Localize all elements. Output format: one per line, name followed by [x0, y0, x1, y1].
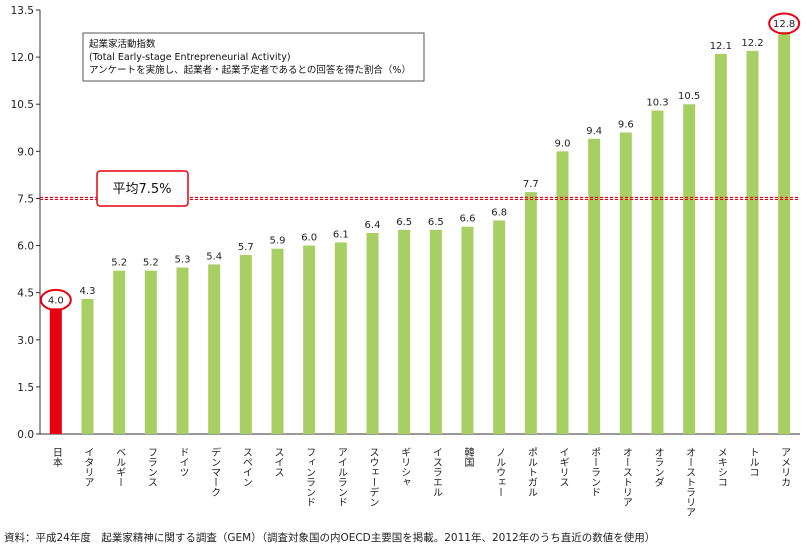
legend: 起業家活動指数 (Total Early-stage Entrepreneuria…: [82, 32, 425, 82]
bar: [619, 132, 632, 434]
value-label: 6.6: [460, 214, 476, 225]
value-labels: 4.0 4.3 5.2 5.2 5.3 5.4 5.7 5.9 6.0 6.1 6.4 6.5 6.5 6…: [39, 12, 801, 311]
category-label: ポルトガル: [525, 447, 537, 497]
category-label: イギリス: [557, 447, 569, 487]
highlight-circle: [768, 12, 801, 35]
category-label: スイス: [272, 447, 284, 477]
y-tick-label: 0.0: [17, 429, 34, 441]
average-label: 平均7.5%: [112, 182, 171, 197]
bars: [49, 31, 791, 435]
bar: [176, 267, 189, 434]
bar: [461, 226, 474, 434]
category-label: ギリシャ: [399, 447, 410, 487]
value-label: 6.5: [396, 217, 412, 228]
category-label: オーストラリア: [684, 447, 695, 517]
bar: [556, 151, 569, 435]
axes: 0.0 1.5 3.0 4.5 6.0 7.5 9.0 10.5 12.0 13.5: [11, 5, 800, 441]
bar: [714, 53, 727, 435]
category-label: ノルウェー: [494, 447, 506, 497]
value-label: 9.6: [618, 119, 634, 130]
legend-box: [82, 32, 425, 82]
y-tick-label: 3.0: [17, 335, 34, 347]
value-label: 12.1: [710, 41, 732, 52]
bar: [303, 245, 316, 434]
bar: [588, 138, 601, 434]
average-line-group: 平均7.5%: [40, 170, 800, 207]
bar: [366, 232, 379, 434]
value-label: 9.4: [586, 126, 602, 137]
average-label-box: [96, 170, 189, 207]
category-label: フランス: [145, 447, 156, 487]
category-label: ベルギー: [114, 447, 126, 487]
value-label: 6.4: [365, 220, 381, 231]
bar: [778, 31, 791, 434]
value-label: 9.0: [555, 138, 571, 149]
value-label: 4.0: [48, 295, 64, 306]
bar: [208, 264, 221, 434]
y-tick-label: 6.0: [17, 241, 34, 253]
category-label: イスラエル: [430, 447, 442, 497]
value-label: 5.7: [238, 242, 254, 253]
value-label: 5.3: [175, 255, 191, 266]
source-note: 資料：平成24年度 起業家精神に関する調査（GEM）（調査対象国の内OECD主要…: [4, 532, 656, 544]
bar: [144, 270, 157, 434]
y-tick-label: 10.5: [11, 99, 34, 111]
value-label: 6.8: [491, 207, 507, 218]
bar: [113, 270, 126, 434]
value-label: 10.5: [678, 91, 700, 102]
category-label: スウェーデン: [367, 447, 379, 507]
bar: [398, 229, 411, 434]
value-label: 5.2: [143, 258, 159, 269]
category-label: スペイン: [240, 447, 252, 487]
bar: [239, 254, 252, 434]
bar: [524, 192, 537, 434]
y-tick-label: 12.0: [11, 52, 34, 64]
category-label: フィンランド: [304, 447, 315, 507]
bar: [746, 50, 759, 435]
bar: [429, 229, 442, 434]
category-label: オーストリア: [620, 447, 631, 507]
value-label: 12.8: [773, 19, 795, 30]
bar: [683, 104, 696, 434]
bar: [493, 220, 506, 434]
legend-line: 起業家活動指数: [89, 38, 156, 50]
value-label: 5.4: [206, 251, 222, 262]
legend-line: アンケートを実施し、起業者・起業予定者であるとの回答を得た割合（%）: [89, 64, 411, 76]
category-label: デンマーク: [209, 446, 221, 497]
category-label: メキシコ: [715, 447, 726, 487]
category-label: ドイツ: [177, 447, 189, 477]
value-label: 10.3: [646, 98, 668, 109]
value-label: 4.3: [80, 286, 96, 297]
category-label: トルコ: [747, 447, 759, 477]
bar: [81, 298, 94, 434]
category-labels: 日本 イタリア ベルギー フランス ドイツ デンマーク スペイン スイス フィンランド アイルラン…: [50, 446, 789, 517]
bar: [49, 308, 62, 434]
legend-line: (Total Early-stage Entrepreneurial Activ…: [89, 52, 291, 63]
bar: [334, 242, 347, 434]
value-label: 5.9: [270, 236, 286, 247]
bar: [271, 248, 284, 434]
value-label: 5.2: [111, 258, 127, 269]
category-label: オランダ: [652, 447, 664, 487]
category-label: 韓国: [462, 447, 474, 468]
value-label: 6.0: [301, 233, 317, 244]
y-tick-label: 4.5: [17, 288, 34, 300]
category-label: アイルランド: [335, 447, 347, 507]
category-label: アメリカ: [779, 447, 790, 487]
category-label: イタリア: [82, 447, 94, 487]
value-label: 6.5: [428, 217, 444, 228]
highlight-circle: [39, 288, 72, 311]
value-label: 7.7: [523, 179, 539, 190]
value-label: 12.2: [741, 38, 763, 49]
y-tick-label: 1.5: [17, 382, 34, 394]
y-tick-label: 9.0: [17, 146, 34, 158]
y-tick-label: 7.5: [17, 193, 34, 205]
value-label: 6.1: [333, 229, 349, 240]
category-label: ポーランド: [589, 447, 601, 497]
bar: [651, 110, 664, 435]
y-tick-label: 13.5: [11, 5, 34, 17]
category-label: 日本: [50, 447, 62, 468]
